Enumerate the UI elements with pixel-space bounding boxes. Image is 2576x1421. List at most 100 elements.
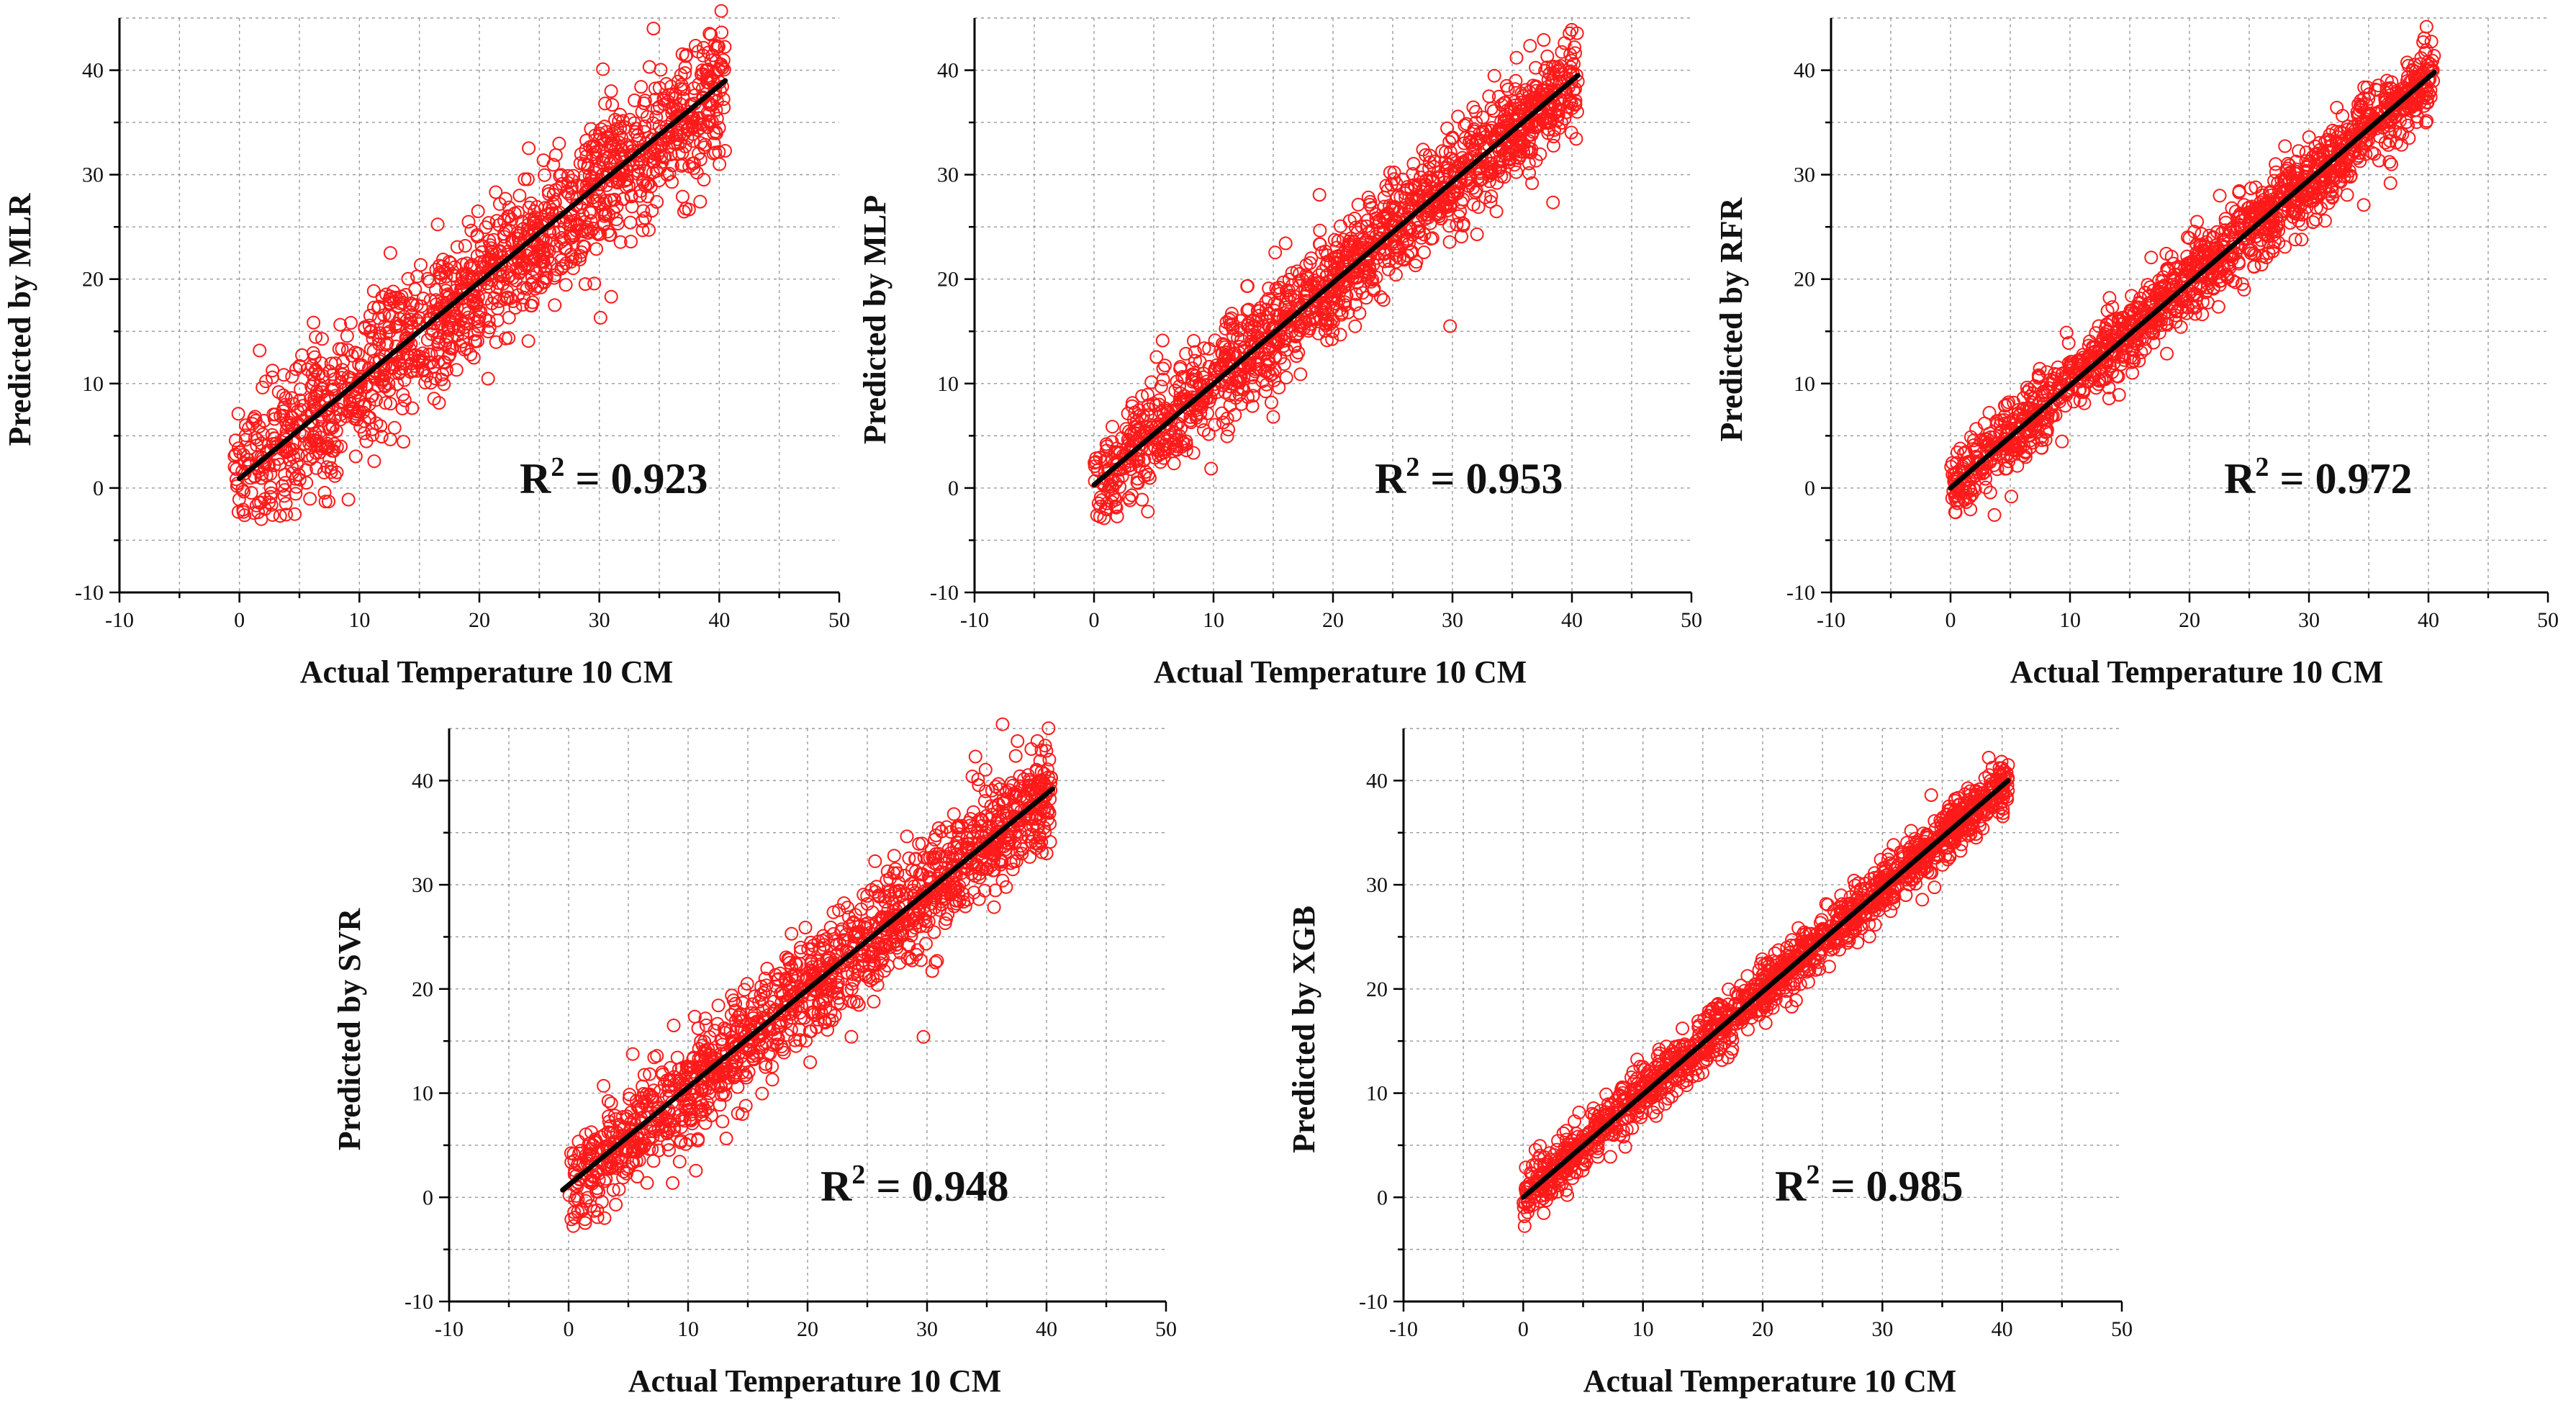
data-point <box>704 27 718 42</box>
data-point <box>1383 217 1398 231</box>
data-point <box>2383 176 2398 190</box>
data-point <box>607 166 622 180</box>
data-point <box>1240 279 1255 293</box>
y-axis-title: Predicted by MLP <box>857 195 892 444</box>
data-point <box>1396 172 1410 186</box>
r-squared-label: R2 = 0.972 <box>2224 452 2413 502</box>
data-point <box>1216 337 1229 351</box>
data-point <box>420 271 435 286</box>
x-tick-label: 40 <box>708 608 730 632</box>
data-point <box>714 59 728 73</box>
data-point <box>324 356 338 371</box>
data-point <box>698 137 713 152</box>
data-point <box>987 900 1001 914</box>
y-tick-label: 10 <box>82 372 104 396</box>
data-point <box>394 361 408 376</box>
data-point <box>467 327 482 341</box>
data-point <box>489 335 503 349</box>
data-point <box>1167 425 1181 440</box>
y-tick-label: 0 <box>948 477 959 500</box>
data-point <box>326 379 340 394</box>
regression-line <box>1948 69 2437 491</box>
data-point <box>438 277 453 292</box>
data-point <box>363 342 378 356</box>
data-point <box>1341 305 1355 320</box>
data-point <box>1948 505 1963 520</box>
data-point <box>387 294 401 309</box>
data-point <box>1315 264 1329 279</box>
data-point <box>515 297 530 312</box>
data-point <box>1197 341 1211 356</box>
data-point <box>552 181 566 195</box>
data-point <box>1109 500 1124 515</box>
r-squared-label: R2 = 0.923 <box>520 452 708 502</box>
data-point <box>235 482 250 497</box>
data-point <box>1522 166 1537 180</box>
data-point <box>1203 390 1218 405</box>
data-point <box>1197 423 1211 437</box>
data-point <box>1326 325 1340 338</box>
data-point <box>499 222 513 237</box>
data-point <box>1455 166 1469 181</box>
data-point <box>1261 351 1275 366</box>
data-point <box>2309 212 2323 227</box>
data-point <box>254 436 268 451</box>
data-point <box>2356 198 2371 212</box>
data-point <box>1423 155 1437 169</box>
data-point <box>1179 443 1193 458</box>
data-point <box>1487 68 1501 83</box>
data-point <box>704 53 718 68</box>
data-point <box>469 297 483 311</box>
x-tick-label: -10 <box>105 608 134 632</box>
data-point <box>471 204 485 218</box>
data-point <box>308 364 322 379</box>
data-point <box>1489 204 1504 219</box>
data-point <box>1279 291 1293 305</box>
data-point <box>354 358 369 372</box>
data-point <box>1188 369 1203 383</box>
data-point <box>313 439 327 454</box>
data-point <box>689 1163 703 1178</box>
data-point <box>1313 223 1327 238</box>
data-point <box>713 157 727 171</box>
data-point <box>672 1155 687 1169</box>
data-point <box>304 441 318 454</box>
data-point <box>318 495 333 509</box>
outlier-point <box>1443 319 1458 333</box>
data-point <box>1398 186 1412 200</box>
data-point <box>716 92 731 107</box>
data-point <box>432 335 446 350</box>
data-point <box>1450 217 1464 232</box>
data-point <box>1262 357 1277 371</box>
data-point <box>405 401 420 415</box>
data-point <box>1511 102 1526 115</box>
data-point <box>401 271 415 286</box>
data-point <box>1455 230 1468 244</box>
data-point <box>1121 406 1135 420</box>
data-point <box>1471 200 1486 215</box>
data-point <box>1500 112 1514 126</box>
data-point <box>638 211 652 225</box>
data-point <box>317 465 331 479</box>
data-point <box>1318 324 1332 338</box>
data-point <box>542 187 556 201</box>
data-point <box>334 375 348 389</box>
data-point <box>1369 211 1383 225</box>
data-point <box>315 332 329 346</box>
data-point <box>1419 181 1433 195</box>
data-point <box>634 80 648 94</box>
data-point <box>664 79 678 94</box>
data-point <box>645 132 659 147</box>
data-point <box>1393 190 1408 204</box>
data-point <box>623 112 637 127</box>
data-point <box>688 39 702 53</box>
data-point <box>1487 104 1501 118</box>
data-point <box>1379 179 1393 193</box>
data-point <box>701 63 715 76</box>
data-point <box>552 136 566 150</box>
data-point <box>429 293 443 307</box>
y-axis-title: Predicted by MLR <box>2 192 37 446</box>
data-point <box>1550 109 1564 123</box>
data-point <box>1555 67 1569 81</box>
data-point <box>698 1116 713 1130</box>
